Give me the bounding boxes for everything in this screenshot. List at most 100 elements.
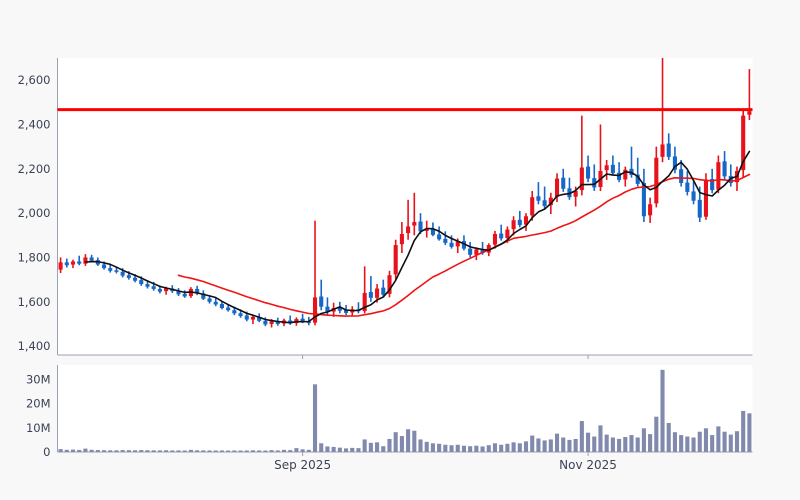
- volume-bar: [344, 448, 349, 452]
- volume-bar: [530, 435, 535, 452]
- volume-bar: [716, 426, 721, 452]
- candlestick: [64, 258, 69, 268]
- volume-bar: [697, 431, 702, 452]
- volume-bar: [406, 429, 411, 452]
- volume-bar: [399, 436, 404, 452]
- volume-bar: [133, 450, 138, 452]
- volume-bar: [523, 441, 529, 452]
- candlestick: [722, 151, 727, 180]
- volume-bar: [561, 437, 566, 452]
- volume-bar: [710, 435, 715, 452]
- candlestick: [77, 255, 82, 266]
- volume-bar: [579, 421, 584, 452]
- candlestick: [716, 155, 721, 194]
- volume-bar: [486, 445, 491, 452]
- candlestick: [747, 69, 752, 121]
- candlestick: [83, 254, 88, 266]
- volume-bar: [505, 443, 510, 452]
- candlestick: [250, 315, 256, 324]
- volume-bar: [281, 449, 287, 452]
- candlestick: [399, 222, 404, 254]
- price-tick-label: 1,800: [18, 250, 51, 264]
- candlestick: [406, 199, 411, 240]
- volume-bar: [275, 450, 280, 452]
- volume-bar: [337, 447, 342, 452]
- volume-bar: [157, 450, 162, 452]
- volume-bar: [703, 428, 709, 452]
- volume-bar: [356, 448, 361, 452]
- volume-tick-label: 0: [43, 445, 50, 459]
- candlestick: [542, 186, 547, 209]
- volume-bar: [232, 450, 237, 452]
- candlestick: [536, 182, 541, 205]
- candlestick: [741, 108, 746, 178]
- volume-bar: [77, 449, 82, 452]
- volume-bar: [238, 450, 243, 452]
- candlestick: [219, 300, 224, 310]
- volume-bar: [263, 450, 268, 452]
- candlestick: [679, 159, 684, 187]
- volume-bar: [641, 428, 646, 452]
- candlestick: [648, 197, 653, 223]
- volume-bar: [461, 445, 466, 452]
- candlestick: [623, 166, 628, 187]
- volume-bar: [635, 437, 640, 452]
- volume-bar: [517, 443, 522, 452]
- volume-bar: [201, 450, 206, 452]
- candlestick: [58, 257, 63, 273]
- volume-bar: [685, 436, 690, 452]
- volume-bar: [672, 432, 677, 452]
- volume-bar: [294, 448, 299, 452]
- volume-bar: [430, 443, 435, 452]
- volume-bar: [101, 450, 107, 452]
- volume-tick-label: 30M: [26, 373, 51, 387]
- price-tick-label: 2,400: [18, 117, 51, 131]
- candlestick: [474, 247, 479, 261]
- volume-bar: [666, 423, 671, 452]
- candlestick: [592, 164, 597, 191]
- candlestick: [437, 226, 442, 241]
- candlestick: [108, 264, 113, 273]
- volume-bar: [474, 445, 479, 452]
- candlestick: [176, 288, 181, 297]
- volume-bar: [654, 416, 659, 452]
- candlestick: [381, 279, 386, 298]
- volume-bar: [617, 438, 622, 452]
- moving-average-lines: [84, 150, 751, 324]
- volume-bar: [629, 435, 634, 452]
- x-axis: Sep 2025 Nov 2025: [274, 355, 617, 472]
- volume-bar: [412, 430, 417, 452]
- volume-bar: [375, 442, 380, 452]
- volume-bar: [108, 450, 113, 452]
- volume-bar: [250, 450, 256, 452]
- candlestick: [499, 224, 504, 241]
- volume-bar: [443, 444, 448, 452]
- volume-bar: [70, 449, 76, 452]
- candlestick: [418, 213, 423, 234]
- volume-bar: [188, 449, 193, 452]
- candlestick: [691, 179, 696, 205]
- candlestick: [182, 290, 187, 298]
- candlestick: [586, 155, 591, 183]
- volume-bar: [480, 446, 485, 452]
- candlestick: [685, 171, 690, 196]
- volume-bar: [95, 450, 100, 452]
- candlestick: [461, 235, 466, 251]
- candlestick: [672, 146, 677, 174]
- volume-bar: [393, 432, 398, 452]
- volume-bar: [207, 450, 212, 452]
- volume-bar: [468, 446, 473, 452]
- price-axis: 1,400 1,600 1,800 2,000 2,200 2,400 2,600: [18, 58, 753, 356]
- candlestick: [617, 162, 622, 183]
- candlestick: [654, 146, 659, 208]
- volume-bar: [449, 445, 454, 452]
- volume-bar: [747, 413, 752, 452]
- volume-bar: [244, 450, 249, 452]
- volume-bar: [170, 450, 175, 452]
- volume-bar: [195, 450, 200, 452]
- x-tick-label: Sep 2025: [274, 458, 331, 472]
- ma-long-line: [177, 173, 751, 317]
